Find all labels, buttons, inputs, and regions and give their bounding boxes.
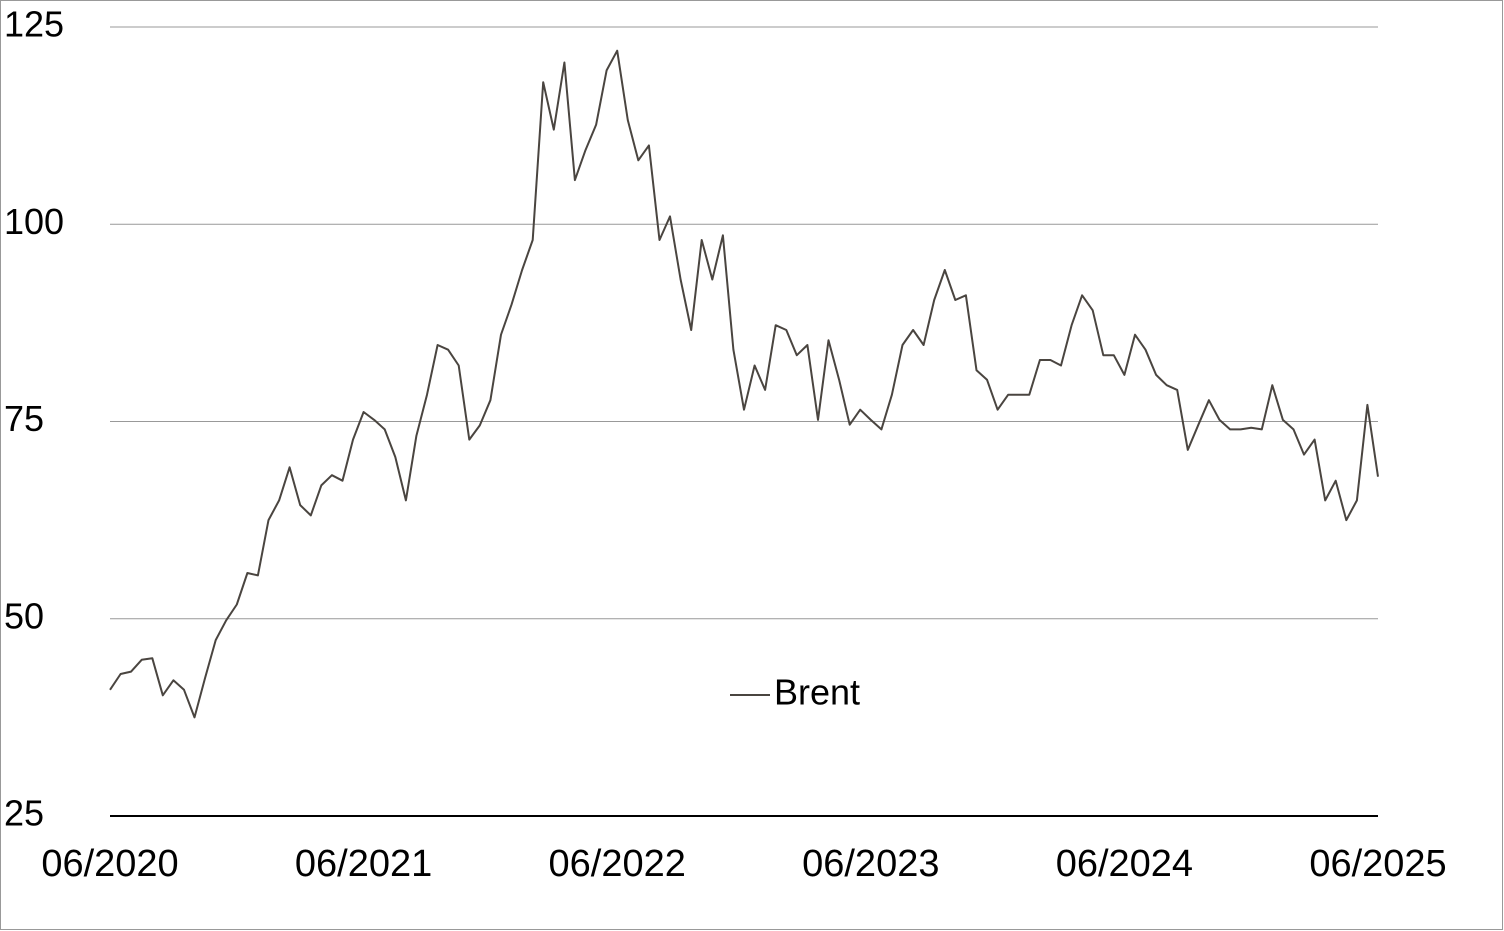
- x-tick-label: 06/2025: [1309, 843, 1446, 885]
- x-tick-label: 06/2022: [549, 843, 686, 885]
- y-tick-label: 75: [4, 398, 44, 439]
- legend-label: Brent: [774, 672, 860, 713]
- x-tick-label: 06/2020: [41, 843, 178, 885]
- x-tick-label: 06/2023: [802, 843, 939, 885]
- y-tick-label: 25: [4, 793, 44, 834]
- y-tick-label: 50: [4, 595, 44, 636]
- x-tick-label: 06/2024: [1056, 843, 1193, 885]
- y-tick-label: 100: [4, 201, 64, 242]
- line: [109, 49, 1379, 719]
- x-tick-label: 06/2021: [295, 843, 432, 885]
- y-tick-label: 125: [4, 4, 64, 45]
